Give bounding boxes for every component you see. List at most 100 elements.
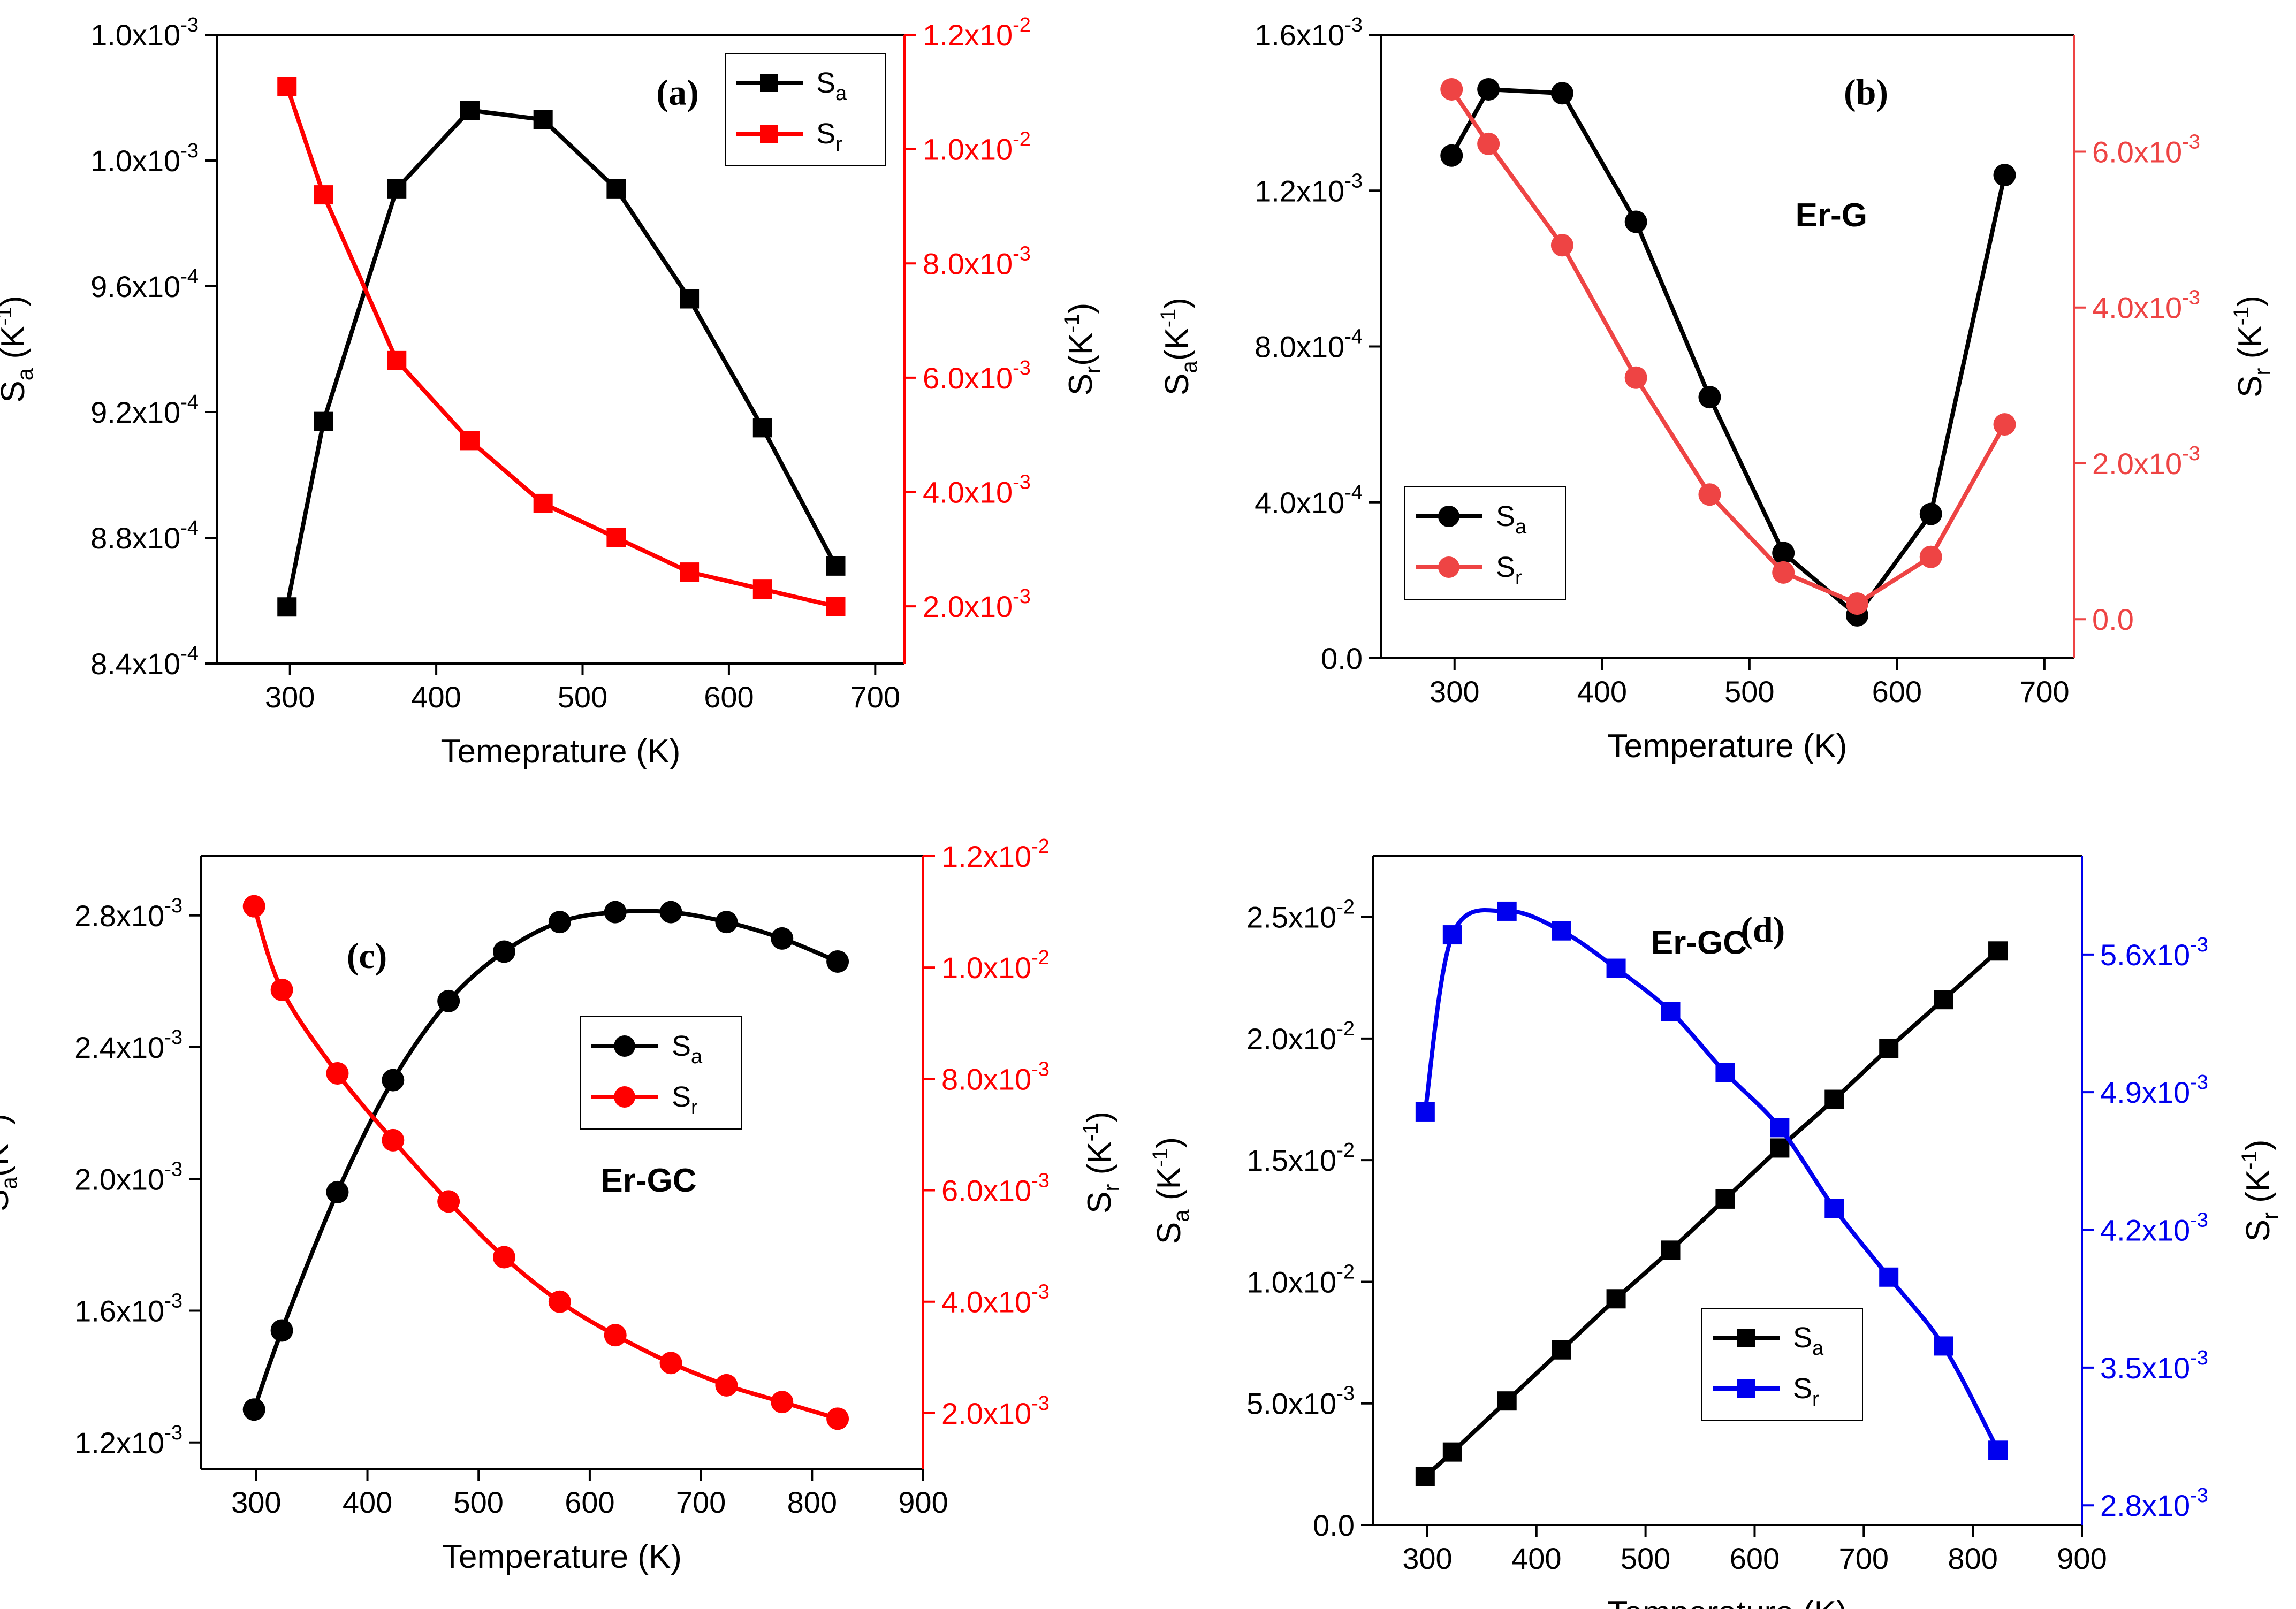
y2-tick-label: 8.0x10-3	[923, 242, 1031, 280]
data-point-sa	[1770, 1138, 1790, 1158]
x-tick-label: 600	[704, 680, 754, 714]
data-point-sa	[1698, 386, 1721, 409]
legend-marker	[1737, 1379, 1755, 1398]
data-point-sr	[242, 895, 265, 918]
data-point-sr	[606, 528, 626, 547]
x-tick-label: 500	[454, 1485, 504, 1519]
data-point-sr	[493, 1246, 515, 1269]
y2-tick-label: 0.0	[2092, 603, 2134, 636]
series-line-sa	[285, 108, 838, 608]
x-tick-label: 300	[231, 1485, 281, 1519]
y2-axis-title: Sr (K-1)	[1079, 1111, 1124, 1214]
data-point-sa	[826, 950, 849, 973]
x-tick-label: 700	[1839, 1542, 1889, 1575]
data-point-sr	[1442, 925, 1462, 945]
x-tick-label: 300	[265, 680, 315, 714]
data-point-sr	[659, 1352, 682, 1375]
data-point-sr	[1879, 1267, 1899, 1287]
legend-label-sa: Sa	[1496, 500, 1527, 538]
data-point-sr	[1497, 901, 1517, 921]
data-point-sr	[1624, 366, 1647, 389]
data-point-sr	[1606, 958, 1626, 978]
data-point-sa	[659, 901, 682, 924]
x-tick-label: 400	[411, 680, 461, 714]
data-point-sa	[326, 1180, 349, 1203]
data-point-sr	[1824, 1199, 1844, 1218]
legend-marker	[1438, 506, 1459, 527]
legend-label-sr: Sr	[1793, 1372, 1819, 1410]
data-point-sr	[1552, 921, 1571, 941]
x-tick-label: 400	[1511, 1542, 1561, 1575]
data-point-sa	[460, 101, 480, 120]
data-point-sr	[752, 579, 772, 599]
data-point-sa	[826, 556, 846, 576]
data-point-sa	[715, 911, 738, 934]
y-tick-label: 2.4x10-3	[74, 1026, 183, 1064]
data-point-sr	[1919, 545, 1942, 568]
data-point-sr	[771, 1391, 794, 1414]
y-tick-label: 1.5x10-2	[1246, 1139, 1355, 1177]
data-point-sa	[242, 1398, 265, 1421]
y2-tick-label: 4.9x10-3	[2100, 1071, 2208, 1109]
sample-annotation: Er-G	[1796, 197, 1867, 234]
x-tick-label: 500	[1621, 1542, 1670, 1575]
data-point-sa	[1661, 1240, 1681, 1260]
data-point-sa	[606, 179, 626, 199]
data-point-sr	[382, 1128, 405, 1152]
data-point-sa	[387, 179, 407, 199]
y2-tick-label: 8.0x10-3	[941, 1058, 1050, 1096]
legend-label-sa: Sa	[1793, 1322, 1824, 1360]
x-axis-title: Temperature (K)	[1608, 1595, 1848, 1609]
y2-tick-label: 1.2x10-2	[923, 14, 1031, 52]
legend-marker	[614, 1035, 635, 1057]
y2-tick-label: 2.0x10-3	[923, 585, 1031, 623]
y2-tick-label: 4.0x10-3	[941, 1281, 1050, 1319]
legend-box	[725, 53, 886, 166]
sample-annotation: Er-GC	[600, 1162, 696, 1199]
data-point-sa	[277, 597, 297, 617]
y2-tick-label: 5.6x10-3	[2100, 934, 2208, 972]
y-tick-label: 2.5x10-2	[1246, 896, 1355, 934]
data-point-sa	[1442, 1442, 1462, 1462]
data-point-sr	[604, 1324, 627, 1347]
data-point-sa	[1879, 1039, 1899, 1058]
data-point-sa	[680, 289, 700, 309]
y-axis-title: Sa(K-1)	[0, 1114, 21, 1211]
y-tick-label: 2.0x10-2	[1246, 1018, 1355, 1056]
data-point-sr	[1845, 592, 1868, 615]
data-point-sa	[1919, 502, 1942, 525]
y2-axis-title: Sr (K-1)	[2238, 1140, 2283, 1242]
data-point-sr	[314, 185, 333, 205]
legend-label-sa: Sa	[816, 67, 847, 105]
y-tick-label: 4.0x10-4	[1255, 482, 1363, 520]
y-tick-label: 1.0x10-3	[90, 14, 199, 52]
y-tick-label: 2.8x10-3	[74, 895, 183, 933]
y-tick-label: 1.6x10-3	[1255, 14, 1363, 52]
x-tick-label: 900	[898, 1485, 948, 1519]
data-point-sa	[1606, 1289, 1626, 1309]
y2-tick-label: 2.8x10-3	[2100, 1484, 2208, 1522]
legend-marker	[614, 1086, 635, 1108]
data-point-sr	[548, 1290, 571, 1313]
data-point-sa	[314, 411, 333, 431]
x-axis-title: Temperature (K)	[1608, 728, 1848, 765]
data-point-sr	[680, 562, 700, 582]
y2-tick-label: 1.0x10-2	[941, 947, 1050, 985]
legend-box	[580, 1016, 742, 1130]
data-point-sr	[1993, 413, 2016, 436]
y-tick-label: 8.8x10-4	[90, 517, 199, 555]
x-axis-title: Temperature (K)	[442, 1538, 682, 1575]
y2-tick-label: 1.2x10-2	[941, 835, 1050, 873]
data-point-sr	[1550, 234, 1573, 257]
data-point-sa	[533, 110, 553, 129]
data-point-sr	[533, 493, 553, 513]
panel-label: (d)	[1740, 909, 1785, 950]
y-tick-label: 1.6x10-3	[74, 1290, 183, 1328]
y-axis-title: Sa (K-1)	[1149, 1137, 1193, 1244]
y2-tick-label: 6.0x10-3	[923, 357, 1031, 395]
y-tick-label: 8.0x10-4	[1255, 326, 1363, 364]
y2-tick-label: 6.0x10-3	[941, 1170, 1050, 1208]
x-tick-label: 700	[850, 680, 900, 714]
legend-marker	[760, 74, 778, 92]
